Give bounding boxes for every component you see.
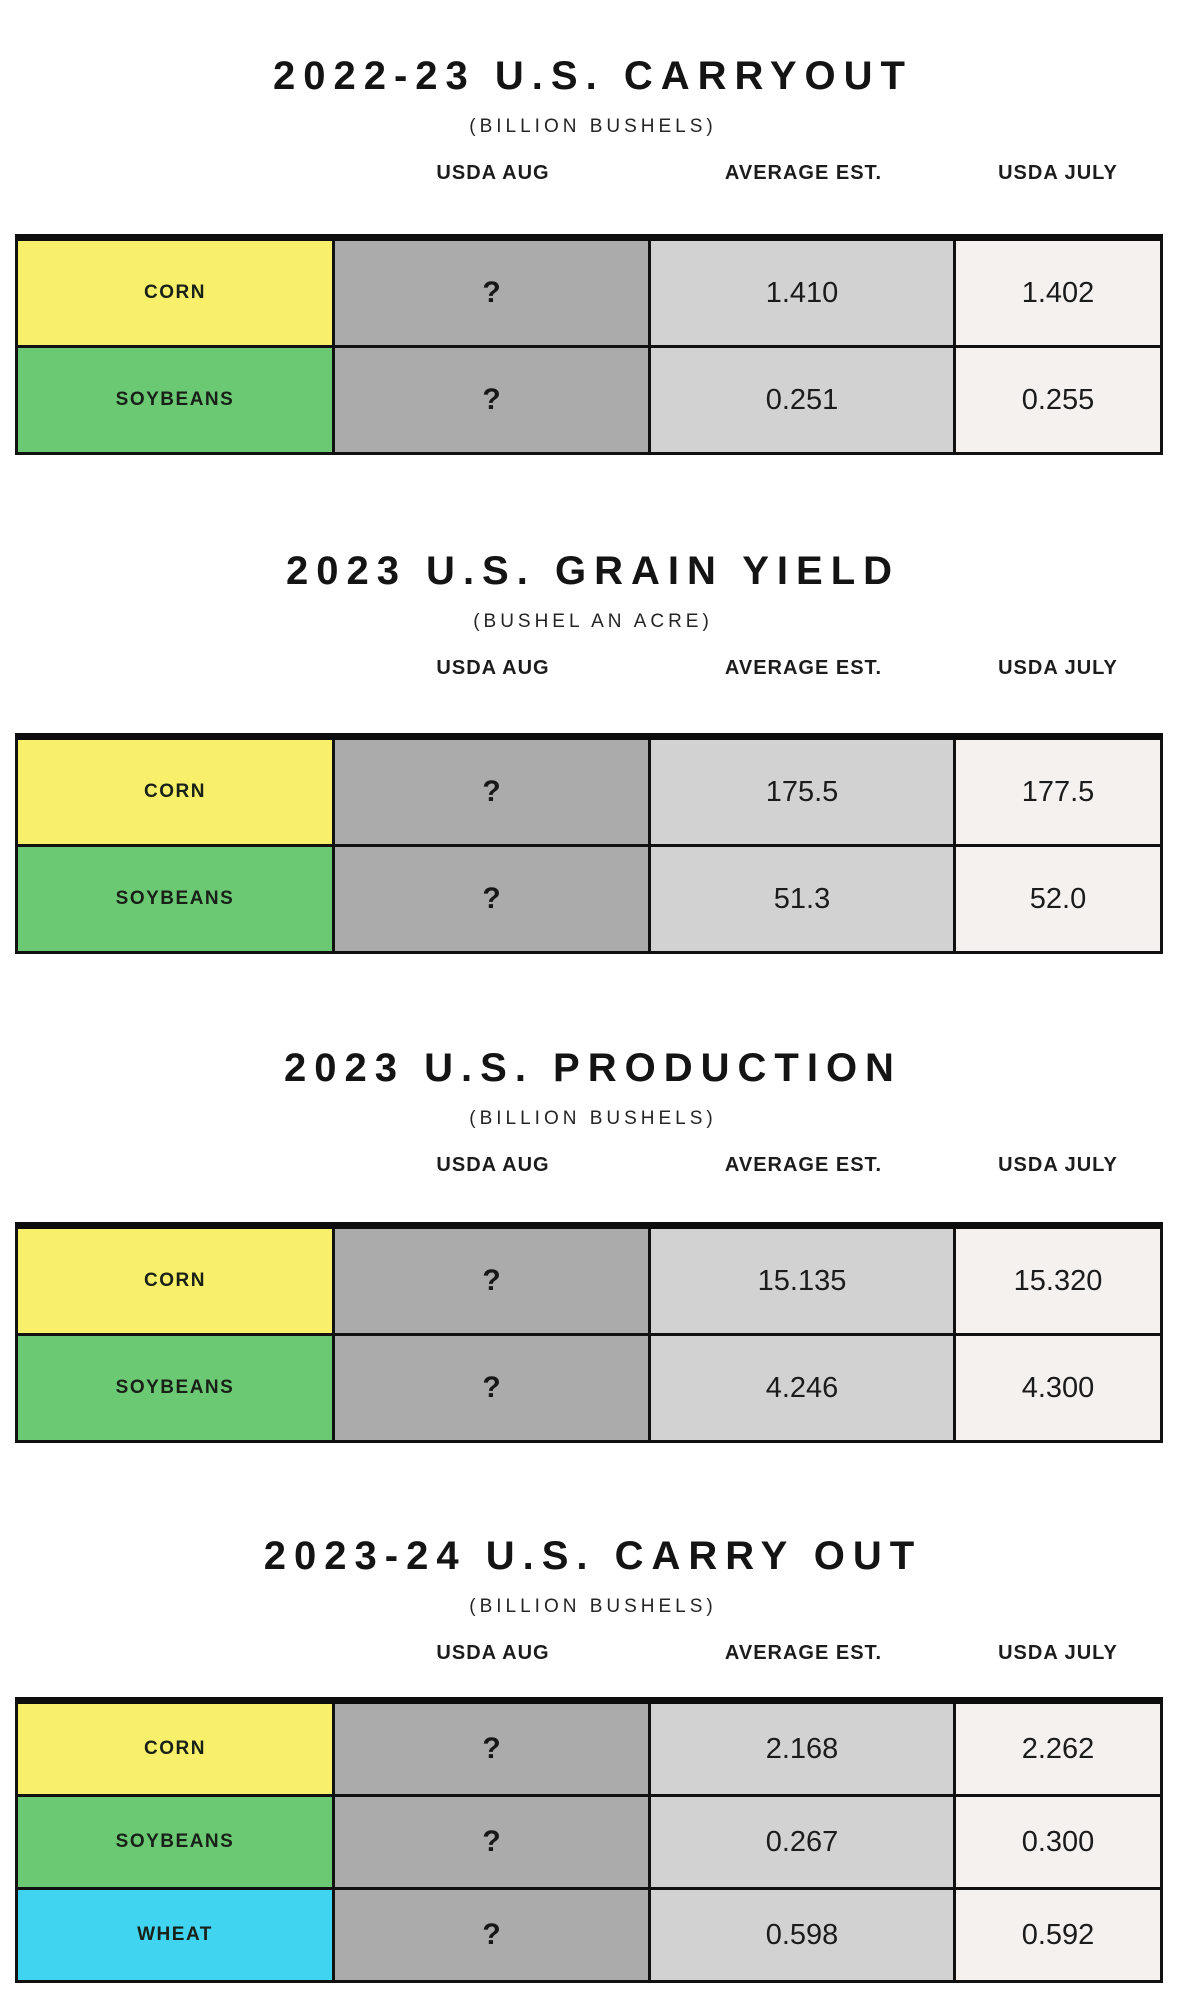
column-header-average-est: AVERAGE EST. — [724, 1642, 883, 1664]
data-table: CORN ? 1.410 1.402 SOYBEANS ? 0.251 0.25… — [15, 234, 1163, 455]
row-label-cell: SOYBEANS — [18, 1797, 335, 1887]
column-header-usda-aug: USDA AUG — [436, 1154, 550, 1176]
section-title: 2023 U.S. PRODUCTION — [284, 1045, 902, 1090]
table-row-soybeans: SOYBEANS ? 51.3 52.0 — [18, 847, 1160, 951]
usda-july-cell: 0.592 — [956, 1890, 1160, 1980]
label-column-spacer — [18, 1640, 335, 1666]
section-title: 2023 U.S. GRAIN YIELD — [285, 548, 901, 593]
average-est-cell: 1.410 — [651, 241, 956, 345]
table-row-soybeans: SOYBEANS ? 0.251 0.255 — [18, 348, 1160, 452]
average-est-cell: 0.598 — [651, 1890, 956, 1980]
table-row-soybeans: SOYBEANS ? 0.267 0.300 — [18, 1797, 1160, 1890]
column-header-usda-aug: USDA AUG — [436, 657, 550, 679]
section-subtitle: (BILLION BUSHELS) — [469, 1108, 717, 1129]
average-est-cell: 15.135 — [651, 1229, 956, 1333]
label-column-spacer — [18, 655, 335, 681]
usda-aug-cell: ? — [335, 348, 651, 452]
row-label-cell: SOYBEANS — [18, 847, 335, 951]
label-column-spacer — [18, 1152, 335, 1178]
usda-july-cell: 15.320 — [956, 1229, 1160, 1333]
column-header-row: USDA AUG AVERAGE EST. USDA JULY — [18, 1640, 1160, 1666]
column-header-row: USDA AUG AVERAGE EST. USDA JULY — [18, 1152, 1160, 1178]
usda-july-cell: 1.402 — [956, 241, 1160, 345]
data-table: CORN ? 15.135 15.320 SOYBEANS ? 4.246 4.… — [15, 1222, 1163, 1443]
row-label-cell: CORN — [18, 740, 335, 844]
usda-july-cell: 177.5 — [956, 740, 1160, 844]
column-header-usda-aug: USDA AUG — [436, 162, 550, 184]
usda-aug-cell: ? — [335, 1704, 651, 1794]
row-label-cell: SOYBEANS — [18, 348, 335, 452]
average-est-cell: 2.168 — [651, 1704, 956, 1794]
column-header-usda-july: USDA JULY — [998, 1154, 1118, 1176]
average-est-cell: 0.267 — [651, 1797, 956, 1887]
usda-aug-cell: ? — [335, 847, 651, 951]
table-row-soybeans: SOYBEANS ? 4.246 4.300 — [18, 1336, 1160, 1440]
section-subtitle: (BUSHEL AN ACRE) — [473, 611, 713, 632]
table-row-corn: CORN ? 175.5 177.5 — [18, 740, 1160, 847]
table-row-corn: CORN ? 15.135 15.320 — [18, 1229, 1160, 1336]
column-header-row: USDA AUG AVERAGE EST. USDA JULY — [18, 655, 1160, 681]
usda-july-cell: 0.255 — [956, 348, 1160, 452]
column-header-row: USDA AUG AVERAGE EST. USDA JULY — [18, 160, 1160, 186]
usda-july-cell: 2.262 — [956, 1704, 1160, 1794]
section-title: 2022-23 U.S. CARRYOUT — [273, 53, 913, 98]
data-table: CORN ? 175.5 177.5 SOYBEANS ? 51.3 52.0 — [15, 733, 1163, 954]
section-title: 2023-24 U.S. CARRY OUT — [263, 1533, 923, 1578]
usda-aug-cell: ? — [335, 241, 651, 345]
row-label-cell: CORN — [18, 1704, 335, 1794]
column-header-usda-july: USDA JULY — [998, 1642, 1118, 1664]
table-row-corn: CORN ? 1.410 1.402 — [18, 241, 1160, 348]
column-header-average-est: AVERAGE EST. — [724, 1154, 883, 1176]
row-label-cell: WHEAT — [18, 1890, 335, 1980]
column-header-usda-aug: USDA AUG — [436, 1642, 550, 1664]
usda-aug-cell: ? — [335, 1797, 651, 1887]
column-header-average-est: AVERAGE EST. — [724, 657, 883, 679]
section-subtitle: (BILLION BUSHELS) — [469, 116, 717, 137]
usda-july-cell: 0.300 — [956, 1797, 1160, 1887]
usda-july-cell: 52.0 — [956, 847, 1160, 951]
label-column-spacer — [18, 160, 335, 186]
table-row-wheat: WHEAT ? 0.598 0.592 — [18, 1890, 1160, 1980]
row-label-cell: CORN — [18, 1229, 335, 1333]
usda-aug-cell: ? — [335, 1229, 651, 1333]
average-est-cell: 51.3 — [651, 847, 956, 951]
section-subtitle: (BILLION BUSHELS) — [469, 1596, 717, 1617]
row-label-cell: CORN — [18, 241, 335, 345]
row-label-cell: SOYBEANS — [18, 1336, 335, 1440]
column-header-average-est: AVERAGE EST. — [724, 162, 883, 184]
average-est-cell: 175.5 — [651, 740, 956, 844]
table-row-corn: CORN ? 2.168 2.262 — [18, 1704, 1160, 1797]
data-table: CORN ? 2.168 2.262 SOYBEANS ? 0.267 0.30… — [15, 1697, 1163, 1983]
column-header-usda-july: USDA JULY — [998, 657, 1118, 679]
usda-aug-cell: ? — [335, 740, 651, 844]
usda-aug-cell: ? — [335, 1336, 651, 1440]
average-est-cell: 4.246 — [651, 1336, 956, 1440]
usda-aug-cell: ? — [335, 1890, 651, 1980]
column-header-usda-july: USDA JULY — [998, 162, 1118, 184]
average-est-cell: 0.251 — [651, 348, 956, 452]
usda-july-cell: 4.300 — [956, 1336, 1160, 1440]
